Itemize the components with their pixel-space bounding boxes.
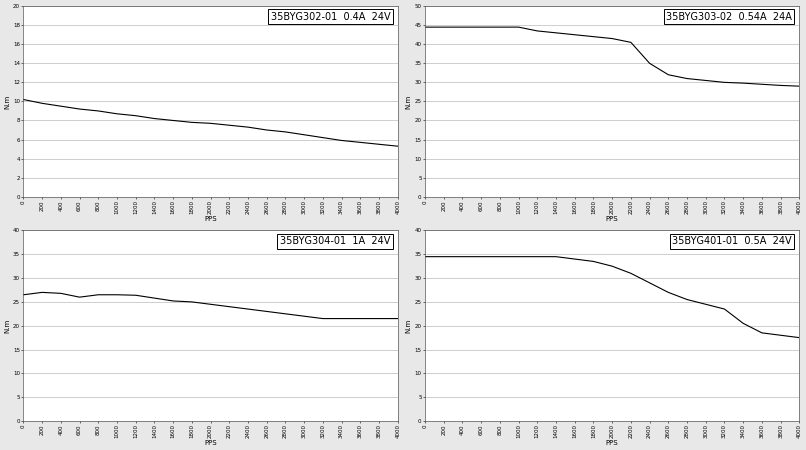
X-axis label: PPS: PPS [204,440,217,446]
Y-axis label: N.m: N.m [4,94,10,108]
Text: 35BYG302-01  0.4A  24V: 35BYG302-01 0.4A 24V [271,12,390,22]
X-axis label: PPS: PPS [606,440,618,446]
Y-axis label: N.m: N.m [405,319,412,333]
Text: 35BYG401-01  0.5A  24V: 35BYG401-01 0.5A 24V [672,236,791,246]
Y-axis label: N.m: N.m [405,94,412,108]
X-axis label: PPS: PPS [204,216,217,221]
Text: 35BYG303-02  0.54A  24A: 35BYG303-02 0.54A 24A [666,12,791,22]
Text: 35BYG304-01  1A  24V: 35BYG304-01 1A 24V [280,236,390,246]
Y-axis label: N.m: N.m [4,319,10,333]
X-axis label: PPS: PPS [606,216,618,221]
